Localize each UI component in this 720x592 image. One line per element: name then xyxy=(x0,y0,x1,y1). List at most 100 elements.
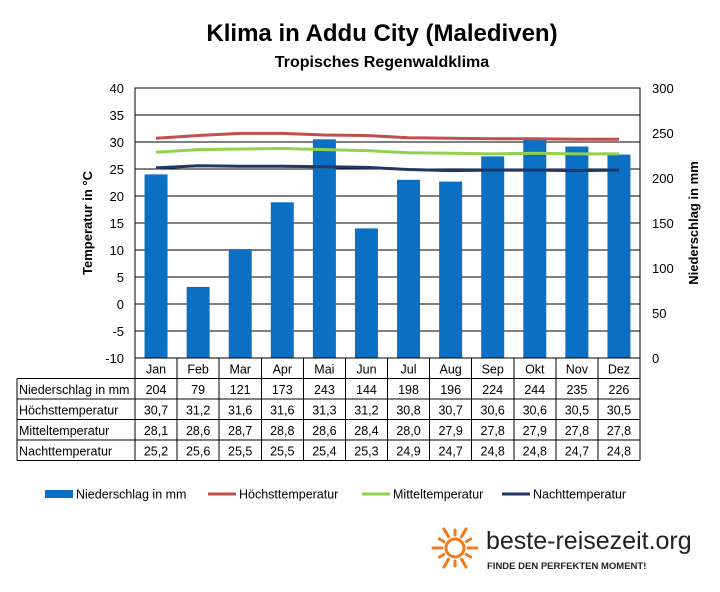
legend-label: Nachttemperatur xyxy=(533,488,626,502)
right-tick-label: 100 xyxy=(652,261,674,276)
sun-ray xyxy=(460,527,468,539)
data-label: 24,9 xyxy=(396,445,420,459)
series-row-name: Niederschlag in mm xyxy=(19,383,129,397)
data-label: 28,4 xyxy=(354,424,378,438)
category-label: Sep xyxy=(482,363,504,377)
data-label: 24,7 xyxy=(565,445,589,459)
right-tick-label: 150 xyxy=(652,216,674,231)
category-label: Dez xyxy=(608,363,630,377)
data-label: 144 xyxy=(356,383,377,397)
precipitation-bar xyxy=(270,202,294,358)
category-label: Mar xyxy=(229,363,251,377)
category-label: Mai xyxy=(314,363,334,377)
chart-subtitle: Tropisches Regenwaldklima xyxy=(275,54,489,71)
left-tick-label: 35 xyxy=(110,108,124,123)
data-label: 25,5 xyxy=(228,445,252,459)
data-label: 31,6 xyxy=(228,404,252,418)
brand-logo: beste-reisezeit.org FINDE DEN PERFEKTEN … xyxy=(431,527,692,572)
series-row-name: Höchsttemperatur xyxy=(19,404,118,418)
right-tick-label: 300 xyxy=(652,81,674,96)
left-tick-label: 0 xyxy=(117,297,124,312)
precipitation-bar xyxy=(523,138,547,358)
sun-icon xyxy=(431,527,479,569)
data-label: 24,7 xyxy=(438,445,462,459)
data-label: 27,8 xyxy=(481,424,505,438)
data-label: 30,5 xyxy=(565,404,589,418)
right-axis-ticks: 0 50 100 150 200 250 300 xyxy=(652,81,674,366)
gridlines xyxy=(135,87,640,359)
data-label: 24,8 xyxy=(481,445,505,459)
data-label: 25,5 xyxy=(270,445,294,459)
left-axis-label: Temperatur in °C xyxy=(80,170,95,275)
data-label: 235 xyxy=(566,383,587,397)
right-axis-label: Niederschlag in mm xyxy=(686,161,701,285)
precipitation-bar xyxy=(565,146,589,358)
data-label: 28,1 xyxy=(144,424,168,438)
data-label: 31,3 xyxy=(312,404,336,418)
legend-swatch-bar xyxy=(45,490,73,498)
sun-ray xyxy=(464,553,473,559)
data-label: 30,8 xyxy=(396,404,420,418)
left-tick-label: 5 xyxy=(117,270,124,285)
right-tick-label: 0 xyxy=(652,351,659,366)
data-label: 31,6 xyxy=(270,404,294,418)
category-label: Jul xyxy=(401,363,417,377)
legend: Niederschlag in mm Höchsttemperatur Mittel… xyxy=(45,488,626,502)
sun-ray xyxy=(442,557,450,569)
data-label: 27,9 xyxy=(438,424,462,438)
category-label: Apr xyxy=(273,363,292,377)
data-label: 31,2 xyxy=(186,404,210,418)
data-label: 204 xyxy=(146,383,167,397)
precipitation-bars xyxy=(144,138,631,358)
h-chsttemperatur-line xyxy=(155,131,619,141)
left-tick-label: 25 xyxy=(110,162,124,177)
left-tick-label: 20 xyxy=(110,189,124,204)
right-tick-label: 50 xyxy=(652,306,666,321)
legend-label: Höchsttemperatur xyxy=(239,488,338,502)
sun-ray xyxy=(442,527,450,539)
category-label: Aug xyxy=(440,363,462,377)
data-label: 198 xyxy=(398,383,419,397)
sun-disc xyxy=(444,537,466,559)
temperature-lines xyxy=(155,131,620,173)
data-label: 224 xyxy=(482,383,503,397)
precipitation-bar xyxy=(354,228,378,358)
sun-ray xyxy=(460,557,468,569)
left-tick-label: -5 xyxy=(112,324,124,339)
data-label: 28,0 xyxy=(396,424,420,438)
data-label: 28,7 xyxy=(228,424,252,438)
data-label: 28,6 xyxy=(312,424,336,438)
data-label: 30,7 xyxy=(144,404,168,418)
legend-label: Niederschlag in mm xyxy=(76,488,186,502)
right-tick-label: 250 xyxy=(652,126,674,141)
data-label: 243 xyxy=(314,383,335,397)
data-label: 25,6 xyxy=(186,445,210,459)
sun-ray xyxy=(464,537,473,543)
data-label: 173 xyxy=(272,383,293,397)
sun-ray xyxy=(437,537,446,543)
precipitation-bar xyxy=(481,156,505,358)
data-label: 28,8 xyxy=(270,424,294,438)
precipitation-bar xyxy=(439,181,463,358)
left-tick-label: 10 xyxy=(110,243,124,258)
data-label: 30,6 xyxy=(523,404,547,418)
category-label: Jun xyxy=(356,363,376,377)
series-row-name: Nachttemperatur xyxy=(19,445,112,459)
chart-title: Klima in Addu City (Malediven) xyxy=(206,20,557,47)
data-label: 244 xyxy=(524,383,545,397)
precipitation-bar xyxy=(228,249,252,358)
precipitation-bar xyxy=(607,154,631,358)
left-tick-label: 15 xyxy=(110,216,124,231)
data-table: Jan Feb Mar Apr Mai Jun Jul Aug Sep Okt Nov Dez Nied… xyxy=(16,358,641,461)
left-tick-label: 30 xyxy=(110,135,124,150)
left-axis-ticks: -10 -5 0 5 10 15 20 25 30 35 40 xyxy=(105,81,124,366)
sun-ray xyxy=(437,553,446,559)
data-label: 121 xyxy=(230,383,251,397)
data-label: 30,5 xyxy=(607,404,631,418)
right-tick-label: 200 xyxy=(652,171,674,186)
data-label: 226 xyxy=(609,383,630,397)
data-label: 30,7 xyxy=(438,404,462,418)
category-label: Nov xyxy=(566,363,589,377)
nachttemperatur-line xyxy=(155,164,620,173)
